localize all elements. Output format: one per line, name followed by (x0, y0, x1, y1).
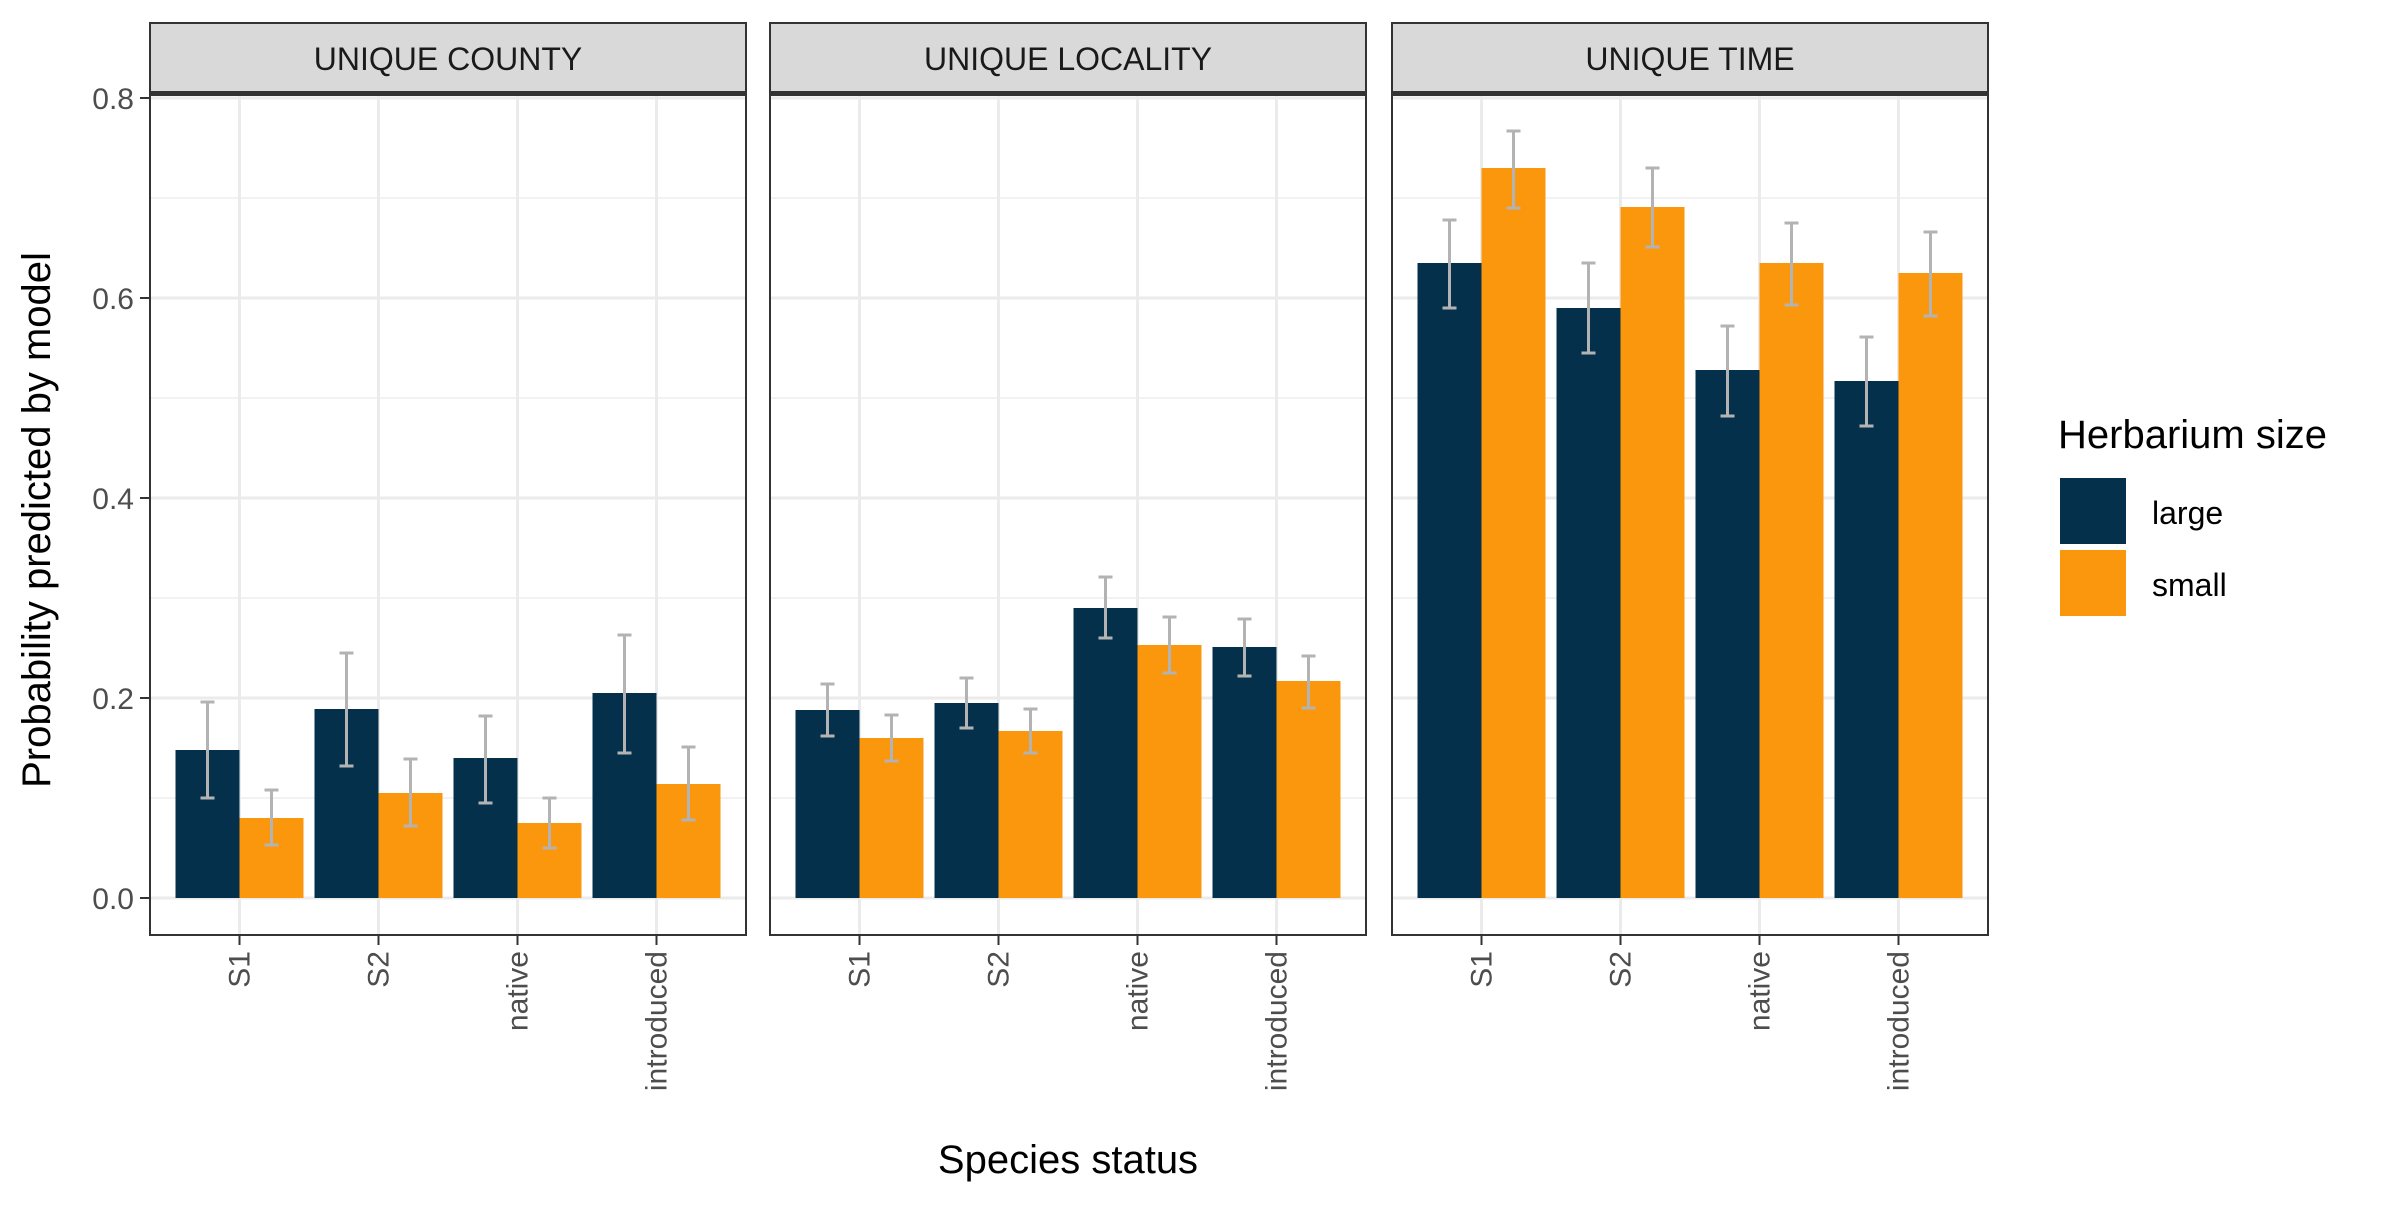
legend-label-large: large (2152, 495, 2223, 531)
facet-panel: UNIQUE LOCALITY S1 S2 native introduced (769, 22, 1367, 1091)
x-axis-tick-label: S1 (1466, 951, 1499, 988)
panel-border (769, 94, 1367, 936)
bar-small (1481, 168, 1546, 898)
error-bar (1784, 221, 1799, 307)
x-axis-title: Species status (938, 1138, 1198, 1182)
error-bar (1581, 261, 1596, 355)
bar-large (1695, 370, 1760, 898)
x-axis-tick-label: introduced (1883, 951, 1916, 1091)
error-bar (200, 700, 215, 800)
bar-small (998, 731, 1063, 898)
bar-large (795, 710, 860, 898)
panel-border (149, 94, 747, 936)
bar-small (1620, 207, 1685, 898)
x-axis-tick-label: native (502, 951, 535, 1031)
error-bar (403, 757, 418, 828)
y-axis-tick-label: 0.2 (92, 683, 134, 716)
error-bar (1923, 230, 1938, 318)
y-axis: 0.0 0.2 0.4 0.6 0.8 (92, 83, 150, 916)
error-bar (1645, 166, 1660, 249)
error-bar (959, 676, 974, 730)
facet-strip (1391, 22, 1989, 94)
x-axis-tick-label: S2 (1605, 951, 1638, 988)
x-axis-tick-label: S1 (224, 951, 257, 988)
facet-strip (149, 22, 747, 94)
facet-strip-label: UNIQUE TIME (1585, 41, 1794, 77)
bar-small (1898, 273, 1963, 898)
y-axis-tick-label: 0.6 (92, 283, 134, 316)
y-axis-tick-label: 0.4 (92, 483, 134, 516)
bar-large (1556, 308, 1621, 898)
panel-border (1391, 94, 1989, 936)
error-bar (1506, 129, 1521, 210)
bar-large (1417, 263, 1482, 898)
error-bar (1720, 324, 1735, 418)
error-bar (1162, 615, 1177, 675)
x-axis-tick-label: introduced (641, 951, 674, 1091)
legend-title: Herbarium size (2058, 413, 2327, 457)
error-bar (478, 714, 493, 805)
bar-small (1276, 681, 1341, 898)
x-axis-tick-label: introduced (1261, 951, 1294, 1091)
error-bar (1442, 218, 1457, 310)
facet-panel: UNIQUE TIME S1 S2 native introduced (1391, 22, 1989, 1091)
error-bar (542, 796, 557, 850)
error-bar (681, 745, 696, 822)
y-axis-tick-label: 0.0 (92, 883, 134, 916)
bar-small (1137, 645, 1202, 898)
error-bar (1301, 654, 1316, 710)
error-bar (1859, 335, 1874, 428)
bar-large (1073, 608, 1138, 898)
bar-large (1834, 381, 1899, 898)
bar-small (1759, 263, 1824, 898)
legend-swatch-small (2060, 550, 2126, 616)
error-bar (264, 788, 279, 847)
bar-large (934, 703, 999, 898)
legend-swatch-large (2060, 478, 2126, 544)
x-axis-tick-label: native (1744, 951, 1777, 1031)
error-bar (617, 633, 632, 755)
y-axis-title: Probability predicted by model (15, 252, 59, 788)
x-axis-tick-label: S2 (363, 951, 396, 988)
error-bar (820, 682, 835, 738)
error-bar (339, 651, 354, 768)
legend: Herbarium size large small (2058, 413, 2327, 616)
facet-strip (769, 22, 1367, 94)
legend-label-small: small (2152, 567, 2227, 603)
x-axis-tick-label: S1 (844, 951, 877, 988)
y-axis-tick-label: 0.8 (92, 83, 134, 116)
facet-panel: UNIQUE COUNTY S1 S2 native introduced (149, 22, 747, 1091)
facet-strip-label: UNIQUE COUNTY (314, 41, 582, 77)
error-bar (1237, 617, 1252, 678)
error-bar (1098, 575, 1113, 640)
error-bar (1023, 707, 1038, 755)
facet-strip-label: UNIQUE LOCALITY (924, 41, 1212, 77)
bar-large (1212, 647, 1277, 898)
x-axis-tick-label: native (1122, 951, 1155, 1031)
x-axis-tick-label: S2 (983, 951, 1016, 988)
error-bar (884, 713, 899, 763)
bar-small (859, 738, 924, 898)
